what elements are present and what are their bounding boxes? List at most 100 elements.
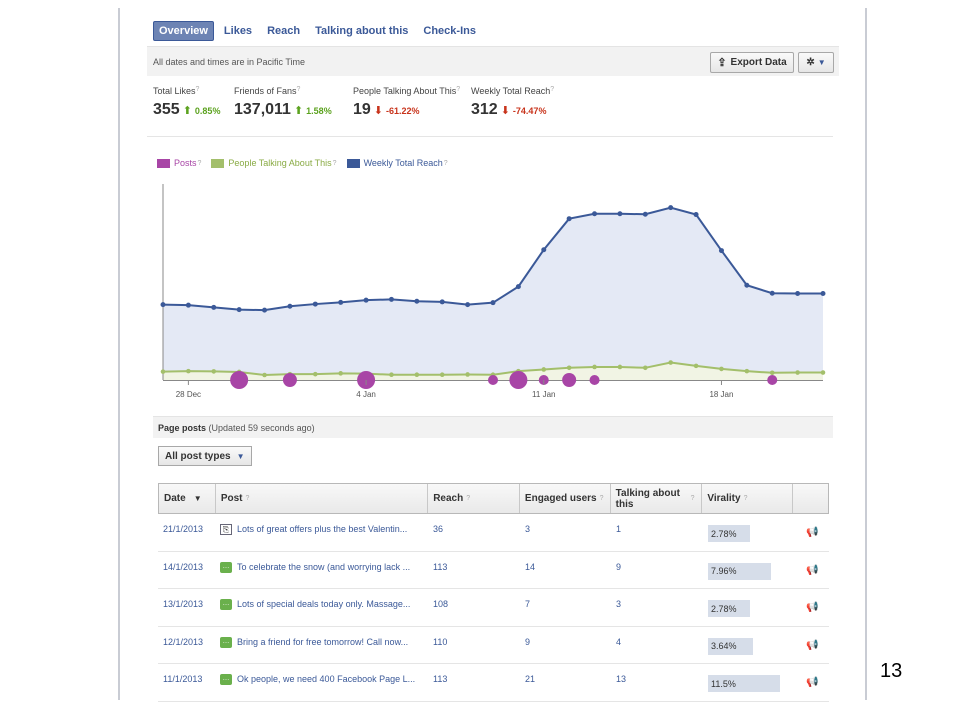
table-row[interactable]: 11/1/2013 … Ok people, we need 400 Faceboo… [158, 664, 829, 702]
chart-legend: Posts ? People Talking About This ? Week… [157, 158, 458, 168]
talking-point [262, 372, 267, 378]
help-icon[interactable]: ? [296, 86, 301, 93]
talking-point [592, 364, 597, 370]
post-type-filter[interactable]: All post types ▼ [158, 446, 252, 466]
insights-tabs: Overview Likes Reach Talking about this … [153, 21, 486, 41]
promote-icon[interactable]: 📢 [806, 564, 819, 576]
column-header-engaged-users[interactable]: Engaged users? [520, 484, 611, 513]
legend-item-reach[interactable]: Weekly Total Reach ? [346, 158, 448, 168]
talking-point [693, 363, 699, 369]
promote-icon[interactable]: 📢 [806, 677, 819, 688]
cell-post[interactable]: ⎘ Lots of great offers plus the best Vale… [215, 514, 428, 535]
cell-engaged-users[interactable]: 14 [525, 561, 536, 572]
arrow-up-icon: ⬆ [293, 105, 304, 117]
talking-point [566, 365, 572, 371]
divider [147, 136, 833, 137]
metric-total-likes: Total Likes? 355 ⬆ 0.85% [153, 86, 220, 119]
cell-post[interactable]: … Ok people, we need 400 Facebook Page L.… [215, 664, 428, 685]
talking-point [160, 369, 166, 374]
cell-talking-about-this[interactable]: 9 [616, 561, 622, 572]
talking-point [313, 371, 318, 377]
table-body: 21/1/2013 ⎘ Lots of great offers plus the … [158, 514, 829, 702]
tab-talking-about-this[interactable]: Talking about this [315, 25, 409, 37]
x-tick-label: 28 Dec [176, 390, 201, 399]
cell-talking-about-this[interactable]: 1 [616, 524, 622, 534]
settings-dropdown-button[interactable]: ✲ ▼ [798, 52, 834, 73]
reach-point [541, 247, 547, 253]
column-header-post[interactable]: Post? [216, 484, 429, 513]
virality-value: 3.64% [708, 637, 753, 655]
table-row[interactable]: 12/1/2013 … Bring a friend for free tomorr… [158, 627, 829, 664]
cell-talking-about-this[interactable]: 13 [616, 674, 627, 684]
cell-virality: 3.64% [703, 627, 794, 655]
column-header-virality[interactable]: Virality? [702, 484, 794, 513]
table-row[interactable]: 21/1/2013 ⎘ Lots of great offers plus the … [158, 514, 829, 552]
help-icon[interactable]: ? [443, 159, 448, 167]
tab-overview[interactable]: Overview [153, 21, 214, 41]
cell-engaged-users[interactable]: 7 [525, 599, 531, 609]
help-icon[interactable]: ? [599, 495, 604, 502]
help-icon[interactable]: ? [690, 495, 695, 502]
cell-talking-about-this[interactable]: 4 [616, 636, 622, 647]
legend-item-posts[interactable]: Posts ? [157, 158, 201, 168]
cell-reach[interactable]: 110 [433, 636, 448, 647]
promote-icon[interactable]: 📢 [806, 527, 819, 538]
link-post-icon: ⎘ [220, 524, 232, 535]
column-header-reach[interactable]: Reach? [428, 484, 520, 513]
tab-likes[interactable]: Likes [223, 25, 253, 37]
page-posts-table: Date ▼ Post? Reach? Engaged users? Talkin… [158, 483, 829, 702]
help-icon[interactable]: ? [245, 495, 250, 502]
table-header: Date ▼ Post? Reach? Engaged users? Talkin… [158, 483, 829, 514]
promote-icon[interactable]: 📢 [806, 602, 819, 613]
cell-engaged-users[interactable]: 3 [525, 524, 531, 534]
column-header-talking-about-this[interactable]: Talking about this? [611, 484, 703, 513]
page-posts-title: Page posts [158, 423, 207, 433]
help-icon[interactable]: ? [332, 159, 337, 167]
metric-change: -61.22% [386, 106, 420, 116]
tab-check-ins[interactable]: Check-Ins [423, 25, 476, 37]
help-icon[interactable]: ? [197, 159, 202, 167]
help-icon[interactable]: ? [550, 86, 555, 93]
reach-point [262, 307, 268, 313]
legend-item-talking[interactable]: People Talking About This ? [211, 158, 337, 168]
cell-date: 11/1/2013 [163, 674, 203, 684]
cell-reach[interactable]: 108 [433, 599, 449, 609]
talking-point [668, 360, 673, 365]
cell-talking-about-this[interactable]: 3 [616, 599, 622, 609]
help-icon[interactable]: ? [466, 495, 471, 502]
reach-point [338, 299, 344, 305]
column-label: Talking about this [615, 487, 680, 510]
column-header-date[interactable]: Date ▼ [159, 484, 216, 513]
table-row[interactable]: 13/1/2013 … Lots of special deals today on… [158, 589, 829, 627]
sort-down-icon[interactable]: ▼ [193, 494, 202, 503]
cell-reach[interactable]: 113 [433, 674, 448, 684]
column-label: Date [164, 493, 186, 504]
cell-post[interactable]: … Lots of special deals today only. Massa… [215, 589, 428, 610]
post-text-link[interactable]: Lots of great offers plus the best Valen… [237, 524, 408, 534]
metric-change: 1.58% [306, 106, 332, 116]
help-icon[interactable]: ? [195, 86, 200, 93]
cell-reach[interactable]: 113 [433, 561, 448, 572]
cell-post[interactable]: … To celebrate the snow (and worrying lac… [215, 552, 428, 573]
cell-reach[interactable]: 36 [433, 524, 444, 534]
cell-post[interactable]: … Bring a friend for free tomorrow! Call … [215, 627, 428, 648]
cell-engaged-users[interactable]: 21 [525, 674, 536, 684]
metric-label: People Talking About This [353, 86, 457, 96]
post-text-link[interactable]: Lots of special deals today only. Massag… [237, 599, 411, 609]
reach-point [769, 290, 775, 296]
export-data-button[interactable]: ⇪ Export Data [710, 52, 794, 73]
metric-label: Weekly Total Reach [471, 86, 551, 96]
virality-bar: 2.78% [708, 525, 794, 542]
table-row[interactable]: 14/1/2013 … To celebrate the snow (and wor… [158, 552, 829, 589]
post-text-link[interactable]: To celebrate the snow (and worrying lack… [237, 561, 411, 572]
virality-value: 2.78% [708, 525, 750, 542]
promote-icon[interactable]: 📢 [806, 639, 819, 651]
column-header-actions [793, 484, 828, 513]
post-text-link[interactable]: Ok people, we need 400 Facebook Page L..… [237, 674, 416, 684]
cell-engaged-users[interactable]: 9 [525, 636, 531, 647]
virality-bar: 2.78% [708, 600, 794, 617]
help-icon[interactable]: ? [456, 86, 461, 93]
help-icon[interactable]: ? [743, 495, 748, 502]
post-text-link[interactable]: Bring a friend for free tomorrow! Call n… [237, 636, 409, 647]
tab-reach[interactable]: Reach [267, 25, 301, 37]
